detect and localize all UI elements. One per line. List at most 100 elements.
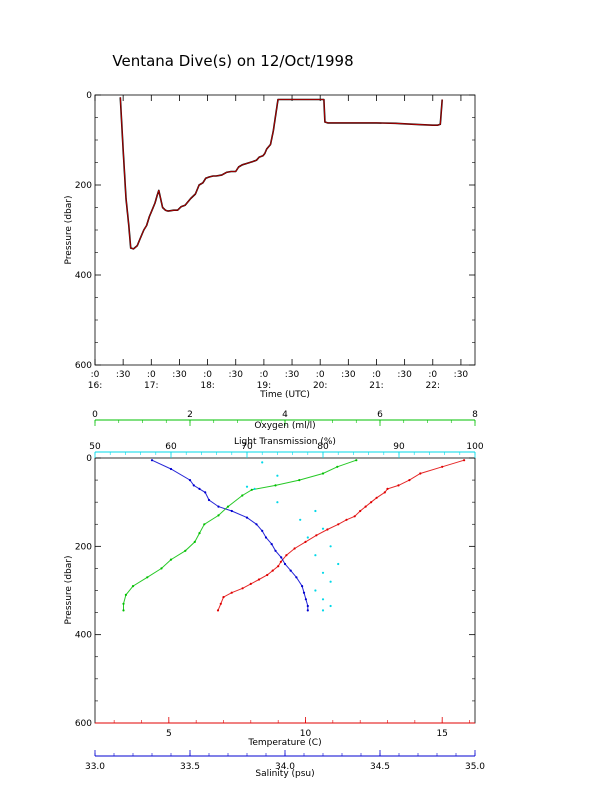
temperature-point xyxy=(383,491,386,494)
x-tick-minute-label: :0 xyxy=(428,370,437,380)
salinity-point xyxy=(274,549,277,552)
temperature-point xyxy=(359,509,362,513)
salinity-tick-label: 34.5 xyxy=(370,762,390,772)
x-tick-hour-label: 22: xyxy=(426,381,440,391)
transmission-tick-label: 50 xyxy=(89,442,101,452)
salinity-tick-label: 35.0 xyxy=(465,762,485,772)
salinity-point xyxy=(280,556,283,559)
transmission-point xyxy=(329,580,332,583)
salinity-point xyxy=(188,479,192,482)
transmission-tick-label: 70 xyxy=(241,442,253,452)
x-tick-minute-label: :0 xyxy=(147,370,156,380)
oxygen-point xyxy=(336,465,339,468)
transmission-point xyxy=(337,562,340,566)
salinity-tick-label: 33.5 xyxy=(180,762,200,772)
temperature-point xyxy=(353,515,356,518)
temperature-point xyxy=(271,569,274,572)
salinity-point xyxy=(204,491,207,494)
salinity-point xyxy=(306,604,309,608)
x-tick-minute-label: :30 xyxy=(341,370,356,380)
oxygen-point xyxy=(250,488,253,491)
temperature-point xyxy=(345,518,348,521)
temperature-point xyxy=(216,609,220,612)
transmission-point xyxy=(314,509,317,513)
oxygen-point xyxy=(226,505,230,508)
x-tick-minute-label: :0 xyxy=(260,370,269,380)
temperature-point xyxy=(241,587,244,590)
temperature-point xyxy=(315,534,318,537)
y-tick-label: 200 xyxy=(75,181,92,191)
x-tick-hour-label: 16: xyxy=(88,381,102,391)
x-tick-hour-label: 19: xyxy=(257,381,271,391)
temperature-point xyxy=(408,479,411,482)
transmission-point xyxy=(253,487,256,490)
transmission-point xyxy=(321,571,325,574)
oxygen-point xyxy=(146,576,149,579)
salinity-profile-line xyxy=(151,459,309,611)
transmission-point xyxy=(314,589,317,592)
oxygen-tick-label: 6 xyxy=(377,410,383,420)
oxygen-point xyxy=(203,523,206,526)
salinity-point xyxy=(192,484,195,487)
x-tick-minute-label: :0 xyxy=(372,370,381,380)
salinity-point xyxy=(217,505,220,508)
x-tick-minute-label: :30 xyxy=(116,370,131,380)
transmission-point xyxy=(314,554,317,557)
transmission-tick-label: 80 xyxy=(317,442,329,452)
temperature-point xyxy=(386,487,389,490)
y-tick-label: 200 xyxy=(75,542,92,552)
salinity-point xyxy=(255,523,258,526)
salinity-point xyxy=(289,569,292,572)
salinity-point xyxy=(198,487,201,490)
oxygen-point xyxy=(193,540,196,544)
temperature-point xyxy=(222,596,225,599)
salinity-axis: 33.0 33.5 34.0 34.5 35.0 xyxy=(85,750,485,772)
time-plot-y-axis: 0 200 400 600 xyxy=(75,91,475,371)
temperature-point xyxy=(463,459,466,462)
transmission-point xyxy=(321,609,325,612)
oxygen-point xyxy=(184,549,187,552)
dive-track-outline xyxy=(119,97,443,250)
y-tick-label: 0 xyxy=(86,454,92,464)
x-tick-minute-label: :0 xyxy=(316,370,325,380)
x-tick-minute-label: :30 xyxy=(285,370,300,380)
oxygen-point xyxy=(355,459,358,462)
y-tick-label: 600 xyxy=(75,361,92,371)
x-tick-hour-label: 20: xyxy=(313,381,327,391)
temperature-point xyxy=(230,591,233,594)
transmission-tick-label: 100 xyxy=(466,442,483,452)
transmission-axis-label: Light Transmission (%) xyxy=(234,437,336,447)
time-plot-y-label: Pressure (dbar) xyxy=(64,196,74,265)
salinity-point xyxy=(302,591,306,594)
salinity-point xyxy=(245,516,249,519)
temperature-tick-label: 15 xyxy=(436,729,447,739)
transmission-point xyxy=(245,485,249,488)
oxygen-point xyxy=(274,484,277,487)
oxygen-point xyxy=(124,593,127,597)
temperature-point xyxy=(364,505,367,508)
temperature-point xyxy=(285,554,288,557)
oxygen-point xyxy=(298,479,301,482)
y-tick-label: 400 xyxy=(75,631,92,641)
temperature-tick-label: 10 xyxy=(300,729,312,739)
temperature-point xyxy=(257,578,261,581)
salinity-point xyxy=(230,509,233,513)
salinity-point xyxy=(264,536,268,539)
oxygen-point xyxy=(217,514,220,517)
temperature-axis: 5 10 15 xyxy=(95,717,475,739)
y-tick-label: 400 xyxy=(75,271,92,281)
profile-series xyxy=(122,459,466,612)
salinity-point xyxy=(169,467,173,471)
x-tick-minute-label: :0 xyxy=(91,370,100,380)
x-tick-hour-label: 21: xyxy=(369,381,383,391)
transmission-point xyxy=(261,461,264,464)
salinity-point xyxy=(270,543,273,546)
x-tick-minute-label: :30 xyxy=(397,370,412,380)
time-plot-x-axis: :016::30:017::30:018::30:019::30:020::30… xyxy=(88,95,468,391)
temperature-point xyxy=(375,496,378,499)
transmission-tick-label: 90 xyxy=(393,442,405,452)
oxygen-point xyxy=(241,494,244,497)
salinity-tick-label: 34.0 xyxy=(275,762,295,772)
oxygen-tick-label: 0 xyxy=(92,410,98,420)
